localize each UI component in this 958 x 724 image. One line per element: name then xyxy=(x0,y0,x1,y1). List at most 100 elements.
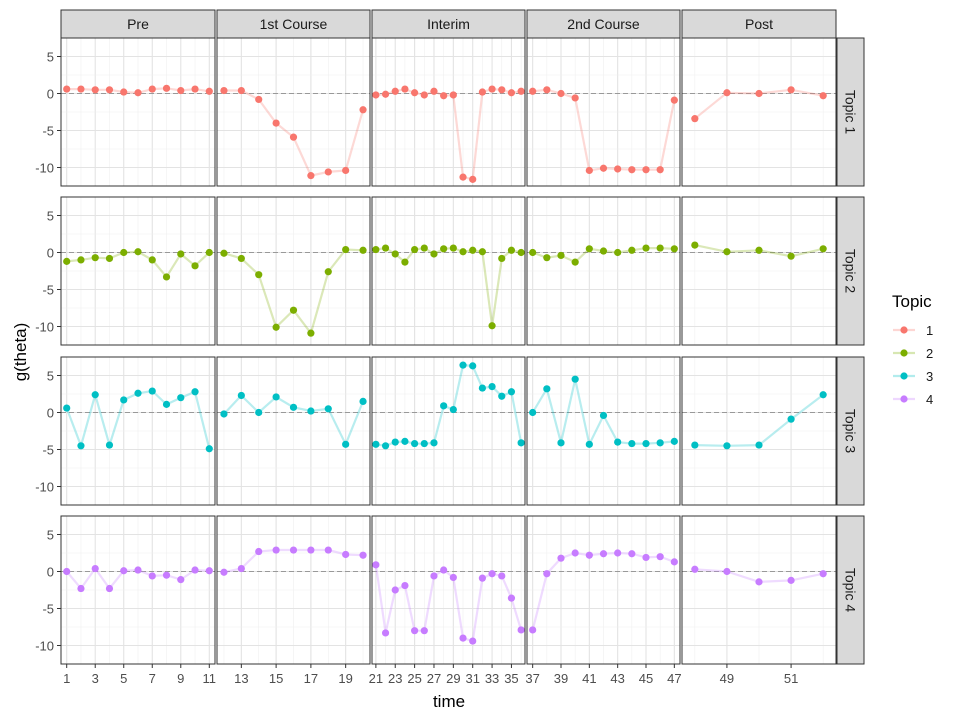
data-point xyxy=(498,86,506,94)
data-point xyxy=(459,248,467,256)
data-point xyxy=(628,246,636,254)
data-point xyxy=(469,175,477,183)
panel-2-0 xyxy=(60,356,216,506)
panel-1-0 xyxy=(60,196,216,346)
data-point xyxy=(307,407,315,415)
x-tick-label: 37 xyxy=(525,671,539,686)
data-point xyxy=(585,245,593,253)
data-point xyxy=(469,637,477,645)
data-point xyxy=(571,258,579,266)
data-point xyxy=(449,573,457,582)
data-point xyxy=(381,244,390,252)
x-tick-label: 13 xyxy=(234,671,248,686)
panel-0-3 xyxy=(526,37,681,187)
data-point xyxy=(656,553,664,561)
data-point xyxy=(488,383,496,391)
data-point xyxy=(255,95,263,104)
data-point xyxy=(411,627,419,635)
data-point xyxy=(819,391,827,399)
y-tick-label: 5 xyxy=(47,50,54,65)
data-point xyxy=(755,246,763,254)
x-tick-label: 35 xyxy=(504,671,518,686)
data-point xyxy=(787,86,795,94)
panel-border xyxy=(526,356,681,506)
data-point xyxy=(571,94,579,102)
panel-2-3 xyxy=(526,356,681,506)
data-point xyxy=(642,166,650,174)
data-point xyxy=(599,411,608,420)
data-point xyxy=(91,86,99,94)
data-point xyxy=(289,403,298,411)
legend-key-point xyxy=(900,372,908,380)
data-point xyxy=(543,254,551,262)
legend-item-label: 4 xyxy=(926,392,933,407)
data-point xyxy=(787,415,795,423)
data-point xyxy=(599,550,608,558)
data-point xyxy=(517,248,525,257)
y-tick-label: 5 xyxy=(47,209,54,224)
data-point xyxy=(529,626,537,634)
data-point xyxy=(342,166,350,175)
data-point xyxy=(787,576,795,584)
y-tick-label: 0 xyxy=(47,246,54,261)
data-point xyxy=(191,566,199,574)
data-point xyxy=(342,245,350,254)
panel-1-1 xyxy=(216,196,371,346)
data-point xyxy=(449,405,457,414)
data-point xyxy=(670,558,678,566)
data-point xyxy=(507,388,516,396)
data-point xyxy=(557,89,565,98)
row-strip-0 xyxy=(836,37,865,187)
x-tick-label: 33 xyxy=(485,671,499,686)
data-point xyxy=(819,245,827,253)
data-point xyxy=(517,439,525,447)
x-tick-label: 1 xyxy=(63,671,70,686)
x-tick-label: 27 xyxy=(427,671,441,686)
data-point xyxy=(77,442,85,450)
x-tick-label: 23 xyxy=(388,671,402,686)
data-point xyxy=(478,248,486,256)
data-point xyxy=(272,393,280,401)
data-point xyxy=(755,89,763,98)
data-point xyxy=(670,96,678,104)
data-point xyxy=(220,568,228,576)
data-point xyxy=(628,550,636,558)
data-point xyxy=(691,241,699,249)
data-point xyxy=(488,322,496,330)
x-tick-label: 47 xyxy=(667,671,681,686)
data-point xyxy=(372,91,380,99)
data-point xyxy=(324,546,332,554)
data-point xyxy=(656,244,664,252)
data-point xyxy=(324,168,332,176)
data-point xyxy=(272,119,280,127)
data-point xyxy=(557,439,565,447)
data-point xyxy=(391,586,399,594)
data-point xyxy=(755,441,763,449)
data-point xyxy=(478,88,486,96)
data-point xyxy=(571,375,579,383)
data-point xyxy=(420,439,428,448)
data-point xyxy=(787,252,795,260)
panel-0-2 xyxy=(371,37,526,187)
data-point xyxy=(449,91,457,99)
data-point xyxy=(488,570,496,578)
column-strip-2 xyxy=(371,9,526,39)
panel-0-4 xyxy=(681,37,837,187)
data-point xyxy=(543,385,551,393)
data-point xyxy=(134,566,142,574)
data-point xyxy=(642,244,650,252)
data-point xyxy=(63,567,71,576)
x-tick-label: 15 xyxy=(269,671,283,686)
data-point xyxy=(237,86,245,95)
y-tick-label: -10 xyxy=(35,480,54,495)
panel-2-4 xyxy=(681,356,837,506)
data-point xyxy=(585,440,593,448)
legend-item-label: 3 xyxy=(926,369,933,384)
legend-item-topic-2: 2 xyxy=(893,346,933,361)
panel-border xyxy=(216,515,371,665)
data-point xyxy=(642,553,650,562)
data-point xyxy=(529,87,537,95)
data-point xyxy=(91,391,99,399)
data-point xyxy=(628,439,636,448)
data-point xyxy=(478,574,486,582)
